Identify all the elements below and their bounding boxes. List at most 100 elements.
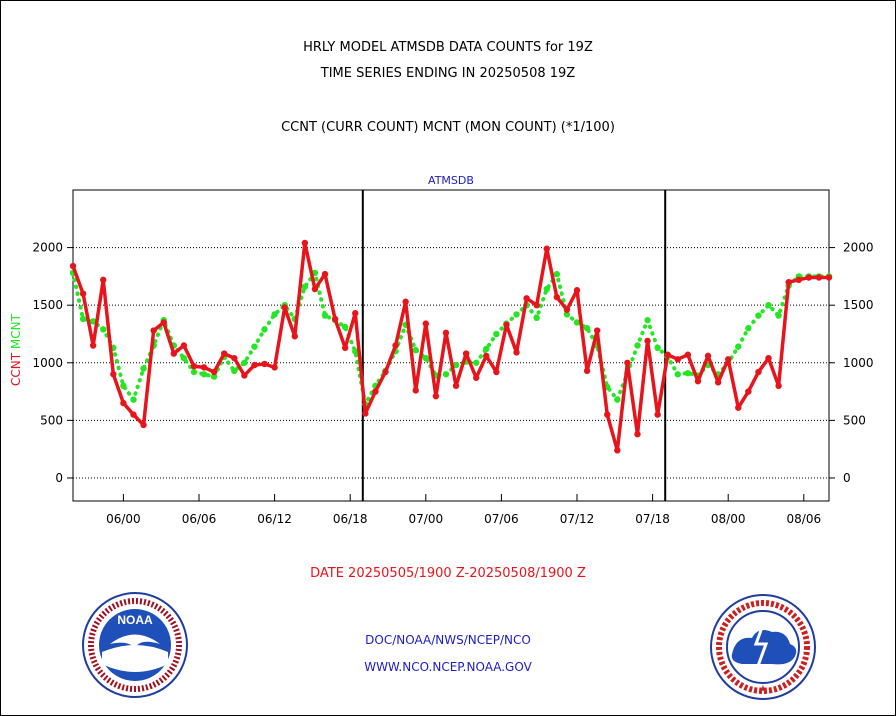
data-point-mcnt: [473, 359, 480, 366]
x-tick-label: 06/12: [257, 512, 292, 526]
data-point-ccnt: [825, 274, 833, 281]
data-point-ccnt: [110, 371, 117, 378]
data-point-ccnt: [563, 306, 571, 313]
data-point-mcnt: [321, 312, 329, 319]
data-point-ccnt: [755, 368, 762, 376]
data-point-ccnt: [473, 374, 480, 381]
data-point-mcnt: [100, 326, 107, 333]
data-point-ccnt: [352, 310, 359, 317]
data-point-ccnt: [462, 350, 470, 357]
data-point-ccnt: [543, 245, 550, 252]
data-point-mcnt: [533, 314, 540, 322]
data-point-mcnt: [634, 342, 641, 349]
data-point-mcnt: [442, 371, 450, 378]
data-point-mcnt: [553, 270, 561, 278]
website-link[interactable]: WWW.NCO.NCEP.NOAA.GOV: [364, 660, 532, 674]
y-tick-label-left: 0: [55, 471, 63, 485]
series-line-ccnt: [71, 241, 831, 453]
data-point-mcnt: [180, 354, 188, 362]
x-tick-label: 06/00: [106, 512, 141, 526]
data-point-ccnt: [271, 364, 278, 371]
data-point-ccnt: [634, 430, 641, 438]
y-axis-label: CCNT MCNT: [9, 313, 23, 386]
data-point-mcnt: [301, 283, 309, 290]
data-point-mcnt: [684, 369, 692, 377]
data-point-mcnt: [654, 344, 661, 352]
data-point-ccnt: [644, 337, 651, 345]
data-point-ccnt: [553, 293, 561, 301]
data-point-ccnt: [493, 368, 500, 376]
x-tick-label: 07/12: [560, 512, 595, 526]
data-point-ccnt: [140, 421, 147, 429]
data-point-ccnt: [221, 350, 228, 357]
data-point-ccnt: [382, 368, 389, 376]
data-point-ccnt: [251, 361, 258, 369]
data-point-mcnt: [483, 345, 490, 353]
data-point-ccnt: [311, 285, 319, 293]
data-point-mcnt: [765, 301, 772, 309]
data-point-ccnt: [694, 378, 702, 385]
data-point-ccnt: [69, 262, 77, 270]
data-point-ccnt: [674, 356, 681, 363]
data-point-ccnt: [432, 392, 440, 400]
data-point-mcnt: [200, 371, 208, 378]
data-point-ccnt: [321, 270, 329, 278]
data-point-ccnt: [604, 411, 611, 418]
data-point-ccnt: [452, 382, 460, 390]
x-tick-label: 08/00: [711, 512, 746, 526]
data-point-ccnt: [392, 342, 399, 349]
data-point-mcnt: [674, 371, 681, 378]
data-point-mcnt: [452, 361, 460, 369]
data-point-ccnt: [523, 295, 530, 302]
data-point-mcnt: [735, 343, 742, 350]
data-point-ccnt: [89, 342, 97, 349]
noaa-label: NOAA: [117, 613, 153, 627]
x-tick-label: 07/00: [409, 512, 444, 526]
org-line: DOC/NOAA/NWS/NCEP/NCO: [365, 633, 531, 647]
x-tick-label: 08/06: [787, 512, 822, 526]
data-point-ccnt: [725, 356, 732, 363]
data-point-mcnt: [251, 343, 258, 350]
data-point-ccnt: [281, 304, 288, 311]
data-point-ccnt: [714, 379, 722, 386]
date-range-label: DATE 20250505/1900 Z-20250508/1900 Z: [310, 566, 586, 581]
data-point-ccnt: [200, 364, 208, 371]
data-point-ccnt: [664, 351, 671, 358]
data-point-mcnt: [261, 326, 268, 333]
data-point-mcnt: [271, 311, 278, 318]
data-point-mcnt: [120, 382, 127, 390]
y-tick-label-left: 1000: [32, 356, 63, 370]
data-point-ccnt: [150, 327, 157, 334]
data-point-mcnt: [422, 354, 429, 362]
data-point-mcnt: [352, 348, 359, 355]
x-tick-label: 07/18: [635, 512, 670, 526]
data-point-mcnt: [412, 346, 419, 354]
data-point-ccnt: [190, 363, 198, 370]
data-point-ccnt: [735, 404, 742, 411]
nws-logo-icon: ★: [710, 594, 816, 700]
x-tick-label: 07/06: [484, 512, 519, 526]
data-point-ccnt: [442, 329, 450, 337]
data-point-mcnt: [745, 325, 752, 332]
data-point-ccnt: [100, 276, 107, 284]
data-point-mcnt: [89, 318, 97, 325]
data-point-ccnt: [583, 367, 591, 375]
y-tick-label-right: 1000: [843, 356, 874, 370]
y-tick-label-left: 1500: [32, 298, 63, 312]
data-point-mcnt: [341, 323, 349, 331]
y-tick-label-left: 2000: [32, 241, 63, 255]
data-point-ccnt: [624, 359, 631, 366]
y-tick-label-right: 1500: [843, 298, 874, 312]
y-tick-label-right: 2000: [843, 241, 874, 255]
data-point-mcnt: [573, 319, 581, 326]
data-point-ccnt: [331, 315, 339, 323]
data-point-ccnt: [513, 349, 520, 356]
data-point-mcnt: [644, 316, 651, 324]
data-point-ccnt: [815, 274, 823, 281]
y-axis-label-mcnt: MCNT: [9, 313, 23, 349]
data-point-ccnt: [170, 350, 177, 357]
data-point-ccnt: [795, 276, 802, 284]
x-tick-label: 06/18: [333, 512, 368, 526]
data-point-ccnt: [180, 342, 188, 349]
